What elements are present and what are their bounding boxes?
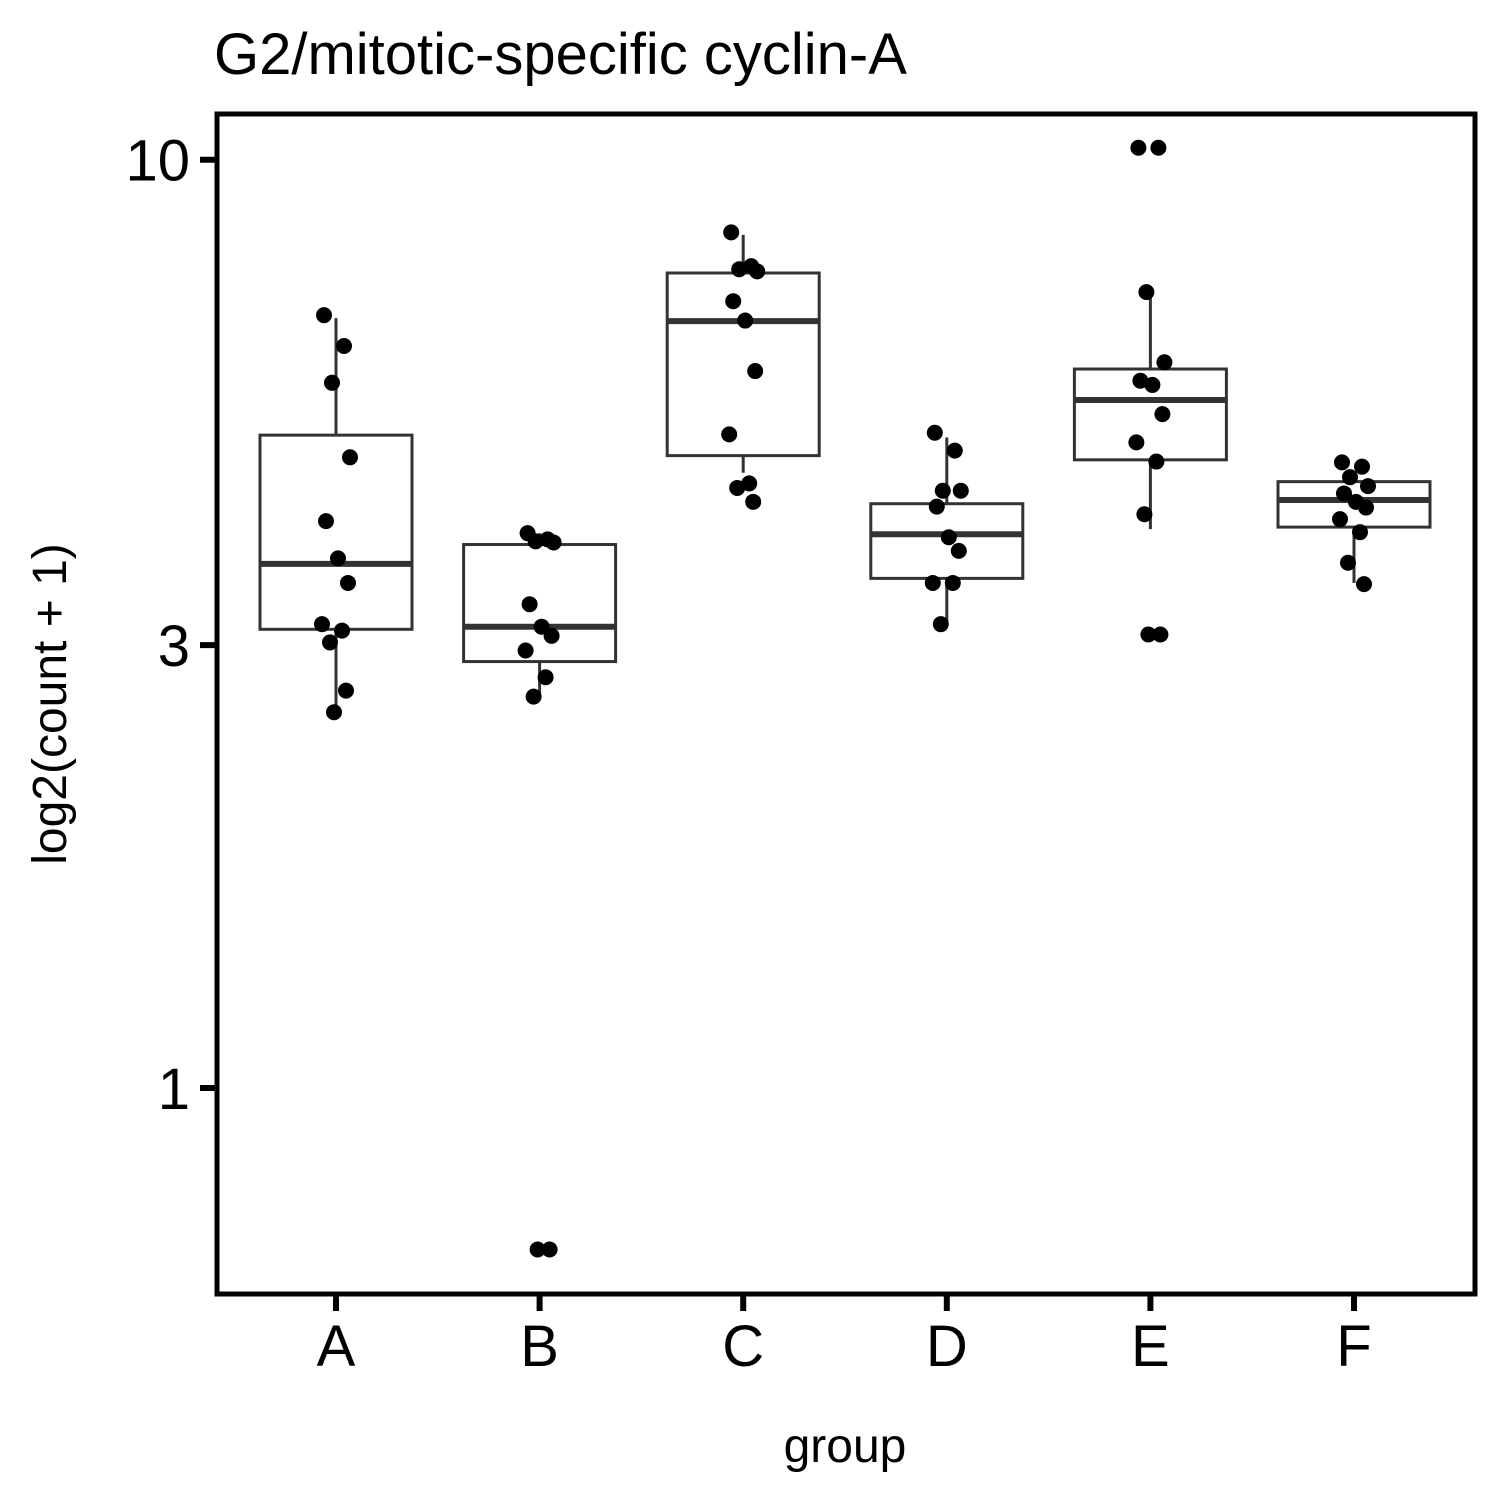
plot-panel-border: [214, 111, 1478, 1297]
x-axis: A B C D E F: [317, 1294, 1372, 1379]
x-tick-label: C: [722, 1314, 764, 1379]
data-point-b: [521, 596, 538, 613]
x-axis-label: group: [784, 1420, 907, 1473]
data-point-e: [1130, 139, 1147, 156]
data-point-a: [314, 616, 330, 633]
x-tick-label: D: [926, 1314, 968, 1379]
data-point-a: [334, 622, 350, 639]
data-point-c: [725, 293, 742, 310]
data-point-a: [336, 337, 352, 354]
data-point-d: [950, 542, 967, 559]
data-point-a: [338, 682, 354, 699]
y-tick-label: 10: [125, 129, 190, 194]
data-point-f: [1336, 485, 1352, 502]
data-point-c: [729, 479, 746, 496]
box-iqr: [665, 271, 821, 458]
data-point-d: [940, 529, 957, 546]
data-point-e: [1128, 434, 1145, 451]
data-point-f: [1356, 576, 1372, 593]
data-point-d: [928, 498, 945, 515]
x-tick-label: B: [520, 1314, 559, 1379]
data-point-f: [1354, 458, 1370, 475]
data-point-d: [926, 424, 943, 441]
data-point-b: [541, 1241, 558, 1258]
data-point-f: [1342, 469, 1358, 486]
data-point-e: [1150, 139, 1167, 156]
data-point-e: [1132, 372, 1149, 389]
box-iqr: [462, 543, 618, 664]
y-axis-label: log2(count + 1): [24, 543, 77, 865]
data-point-a: [326, 704, 342, 721]
data-point-d: [934, 482, 951, 499]
data-point-c: [737, 312, 754, 329]
boxes-layer: [258, 234, 1432, 711]
points-layer: [314, 139, 1376, 1258]
data-point-a: [324, 374, 340, 391]
data-point-c: [749, 263, 766, 280]
data-point-a: [340, 574, 356, 591]
data-point-d: [924, 574, 941, 591]
data-point-b: [525, 688, 542, 705]
data-point-e: [1152, 626, 1169, 643]
data-point-e: [1148, 453, 1165, 470]
data-point-c: [747, 363, 764, 380]
data-point-b: [517, 642, 534, 659]
data-point-d: [946, 442, 963, 459]
data-point-b: [527, 533, 544, 550]
data-point-e: [1156, 354, 1173, 371]
data-point-c: [731, 261, 748, 278]
data-point-f: [1340, 554, 1356, 571]
box-group-b: [462, 533, 618, 697]
data-point-f: [1352, 524, 1368, 541]
data-point-a: [322, 634, 338, 651]
data-point-c: [721, 426, 738, 443]
y-tick-label: 3: [158, 614, 190, 679]
data-point-e: [1154, 406, 1171, 423]
data-point-b: [537, 669, 554, 686]
data-point-b: [529, 1241, 546, 1258]
data-point-f: [1334, 454, 1350, 471]
data-point-f: [1332, 511, 1348, 528]
data-point-e: [1144, 376, 1161, 393]
box-group-a: [258, 318, 414, 711]
data-point-c: [745, 493, 762, 510]
box-group-e: [1072, 289, 1228, 530]
chart-title: G2/mitotic-specific cyclin-A: [214, 22, 907, 87]
x-tick-label: E: [1131, 1314, 1170, 1379]
data-point-a: [342, 449, 358, 466]
x-tick-label: A: [317, 1314, 356, 1379]
y-axis: 1 3 10: [125, 129, 217, 1122]
data-point-e: [1136, 506, 1153, 523]
data-point-d: [944, 574, 961, 591]
y-tick-label: 1: [158, 1057, 190, 1122]
data-point-b: [545, 534, 562, 551]
data-point-a: [330, 550, 346, 567]
data-point-e: [1138, 284, 1155, 301]
data-point-d: [932, 616, 949, 633]
data-point-f: [1358, 499, 1374, 516]
x-tick-label: F: [1336, 1314, 1371, 1379]
data-point-f: [1360, 478, 1376, 495]
data-point-c: [723, 224, 740, 241]
data-point-b: [543, 627, 560, 644]
data-point-a: [318, 513, 334, 530]
box-iqr: [258, 433, 414, 631]
data-point-c: [741, 475, 758, 492]
data-point-e: [1140, 626, 1157, 643]
data-point-d: [952, 482, 969, 499]
data-point-a: [316, 307, 332, 324]
